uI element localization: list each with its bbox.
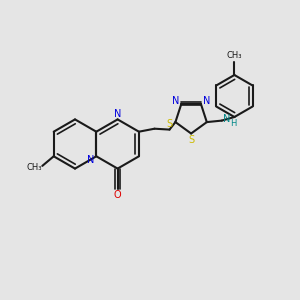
Text: N: N <box>87 155 94 165</box>
Text: N: N <box>172 96 179 106</box>
Text: N: N <box>203 96 211 106</box>
Text: N: N <box>114 109 122 119</box>
Text: H: H <box>230 119 236 128</box>
Text: CH₃: CH₃ <box>26 163 42 172</box>
Text: N: N <box>223 114 231 124</box>
Text: CH₃: CH₃ <box>227 51 242 60</box>
Text: S: S <box>188 135 194 145</box>
Text: S: S <box>167 118 173 129</box>
Text: O: O <box>114 190 122 200</box>
